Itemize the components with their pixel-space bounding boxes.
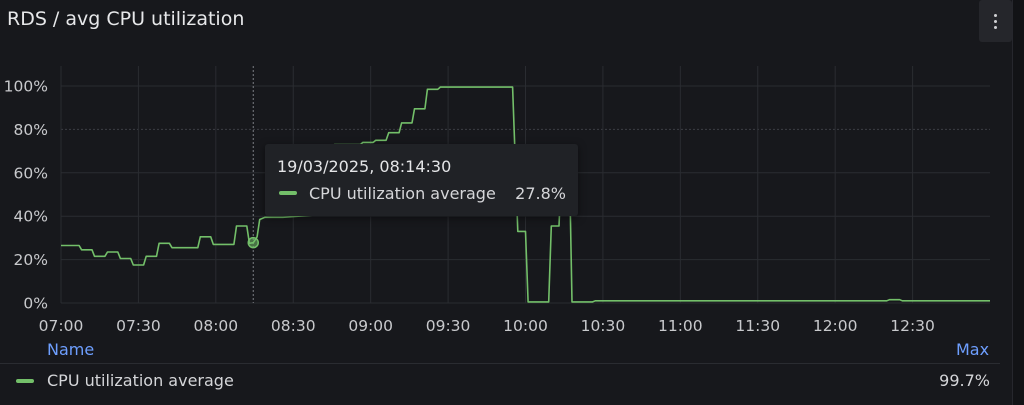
tooltip-series-swatch xyxy=(279,191,297,195)
legend-series-max: 99.7% xyxy=(939,371,990,390)
tooltip-series-name: CPU utilization average xyxy=(309,184,496,203)
x-tick-label: 07:00 xyxy=(39,317,84,335)
legend-series-name[interactable]: CPU utilization average xyxy=(47,371,234,390)
x-tick-label: 07:30 xyxy=(116,317,161,335)
y-tick-label: 40% xyxy=(14,208,48,226)
legend-max-header[interactable]: Max xyxy=(956,340,990,359)
x-tick-label: 09:00 xyxy=(348,317,393,335)
x-tick-label: 09:30 xyxy=(426,317,471,335)
y-tick-label: 0% xyxy=(23,295,48,313)
legend-divider xyxy=(0,363,1000,364)
y-tick-label: 20% xyxy=(14,251,48,269)
panel-title: RDS / avg CPU utilization xyxy=(7,8,245,30)
chart-tooltip: 19/03/2025, 08:14:30 CPU utilization ave… xyxy=(265,144,578,216)
x-axis: 07:00 07:30 08:00 08:30 09:00 09:30 10:00 10:30… xyxy=(39,317,935,335)
legend-series-swatch xyxy=(16,379,34,383)
x-tick-label: 08:30 xyxy=(271,317,316,335)
legend-name-header[interactable]: Name xyxy=(47,340,95,359)
y-tick-label: 60% xyxy=(14,164,48,182)
x-tick-label: 12:30 xyxy=(890,317,935,335)
x-tick-label: 11:00 xyxy=(658,317,703,335)
x-tick-label: 11:30 xyxy=(735,317,780,335)
x-tick-label: 12:00 xyxy=(813,317,858,335)
hover-point xyxy=(247,236,260,249)
x-tick-label: 08:00 xyxy=(193,317,238,335)
panel-menu-button[interactable] xyxy=(979,0,1012,42)
y-axis: 0% 20% 40% 60% 80% 100% xyxy=(4,78,48,313)
tooltip-value: 27.8% xyxy=(515,184,566,203)
time-series-chart[interactable]: 0%20%40%60%80%100% 07:00 07:30 08:00 08:30 0… xyxy=(0,0,1012,345)
tooltip-time: 19/03/2025, 08:14:30 xyxy=(277,157,452,176)
x-tick-label: 10:30 xyxy=(581,317,626,335)
legend-row[interactable]: CPU utilization average 99.7% xyxy=(0,366,1000,396)
y-tick-label: 80% xyxy=(14,121,48,139)
kebab-menu-icon xyxy=(994,13,997,29)
y-tick-label: 100% xyxy=(4,78,48,96)
x-tick-label: 10:00 xyxy=(503,317,548,335)
